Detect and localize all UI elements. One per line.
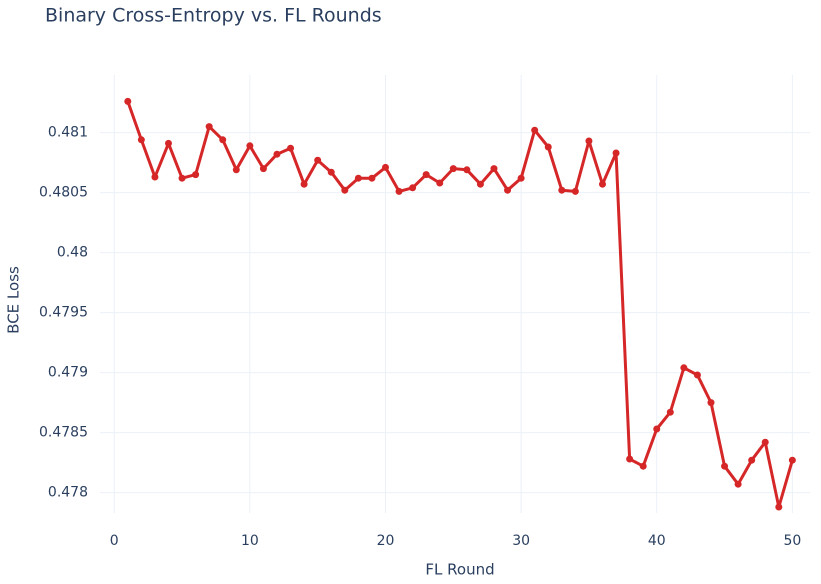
marker [368, 174, 376, 182]
marker [558, 186, 566, 194]
marker [192, 171, 200, 179]
marker [761, 438, 769, 446]
marker [639, 462, 647, 470]
marker [666, 408, 674, 416]
x-tick-label: 20 [377, 533, 395, 549]
y-axis-label: BCE Loss [5, 266, 23, 334]
marker [680, 364, 688, 372]
x-tick-label: 30 [512, 533, 530, 549]
marker [178, 174, 186, 182]
marker [517, 174, 525, 182]
marker [585, 137, 593, 145]
marker [314, 156, 322, 164]
marker [734, 480, 742, 488]
marker [490, 165, 498, 173]
marker [354, 174, 362, 182]
marker [436, 179, 444, 187]
marker [463, 166, 471, 174]
marker [721, 462, 729, 470]
marker [151, 173, 159, 181]
marker [476, 180, 484, 188]
y-tick-label: 0.4805 [39, 185, 88, 201]
x-tick-label: 40 [648, 533, 666, 549]
marker [381, 163, 389, 171]
marker [571, 187, 579, 195]
marker [653, 425, 661, 433]
marker [409, 184, 417, 192]
marker [775, 503, 783, 511]
y-tick-label: 0.478 [48, 485, 88, 501]
marker [707, 399, 715, 407]
x-axis-label: FL Round [425, 561, 494, 579]
marker [626, 455, 634, 463]
line [126, 100, 794, 509]
marker [341, 186, 349, 194]
marker [300, 180, 308, 188]
y-tick-label: 0.481 [48, 125, 88, 141]
y-tick-label: 0.4795 [39, 305, 88, 321]
marker [788, 456, 796, 464]
marker [504, 186, 512, 194]
marker [395, 187, 403, 195]
marker [531, 126, 539, 134]
x-tick-label: 0 [110, 533, 119, 549]
marker [693, 371, 701, 379]
marker [205, 123, 213, 131]
chart-title: Binary Cross-Entropy vs. FL Rounds [45, 5, 382, 27]
marker [137, 136, 145, 144]
marker [287, 144, 295, 152]
x-tick-label: 50 [783, 533, 801, 549]
marker [219, 136, 227, 144]
y-tick-label: 0.479 [48, 365, 88, 381]
y-tick-label: 0.4785 [39, 425, 88, 441]
marker [246, 142, 254, 150]
marker [748, 456, 756, 464]
marker [232, 166, 240, 174]
marker [259, 165, 267, 173]
marker [612, 149, 620, 157]
marker [273, 150, 281, 158]
x-tick-label: 10 [241, 533, 259, 549]
marker [164, 139, 172, 147]
marker [449, 165, 457, 173]
marker [422, 171, 430, 179]
marker [598, 180, 606, 188]
marker [327, 168, 335, 176]
y-tick-label: 0.48 [57, 245, 88, 261]
marker [124, 97, 132, 105]
marker [544, 143, 552, 151]
